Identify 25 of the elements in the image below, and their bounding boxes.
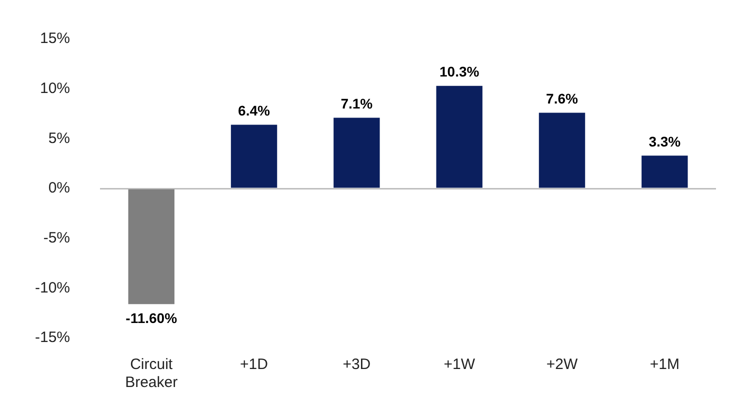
x-tick-label: Circuit Breaker <box>125 356 178 392</box>
y-tick-label: -5% <box>43 229 70 246</box>
x-tick-label: +1W <box>444 356 476 374</box>
bar <box>230 124 278 188</box>
data-label: 3.3% <box>648 133 682 150</box>
data-label: 7.1% <box>340 96 374 112</box>
data-label: -11.60% <box>126 310 178 326</box>
data-label: 10.3% <box>439 64 480 80</box>
x-tick-label: +1M <box>650 356 680 374</box>
bar <box>128 189 174 304</box>
y-tick-label: 0% <box>48 180 70 197</box>
x-tick-label: +3D <box>342 356 371 374</box>
y-tick-label: 10% <box>40 80 70 97</box>
x-tick-label: +2W <box>546 356 578 374</box>
y-tick-label: 15% <box>40 30 70 48</box>
y-tick-label: 5% <box>48 130 70 147</box>
bar <box>334 118 380 188</box>
bar <box>538 112 586 188</box>
y-tick-label: -15% <box>34 329 70 346</box>
bar <box>642 156 688 188</box>
bar <box>436 86 482 188</box>
x-tick-label: +1D <box>240 356 268 374</box>
data-label: 7.6% <box>546 90 579 107</box>
data-label: 6.4% <box>238 102 271 119</box>
y-tick-label: -10% <box>34 279 70 296</box>
